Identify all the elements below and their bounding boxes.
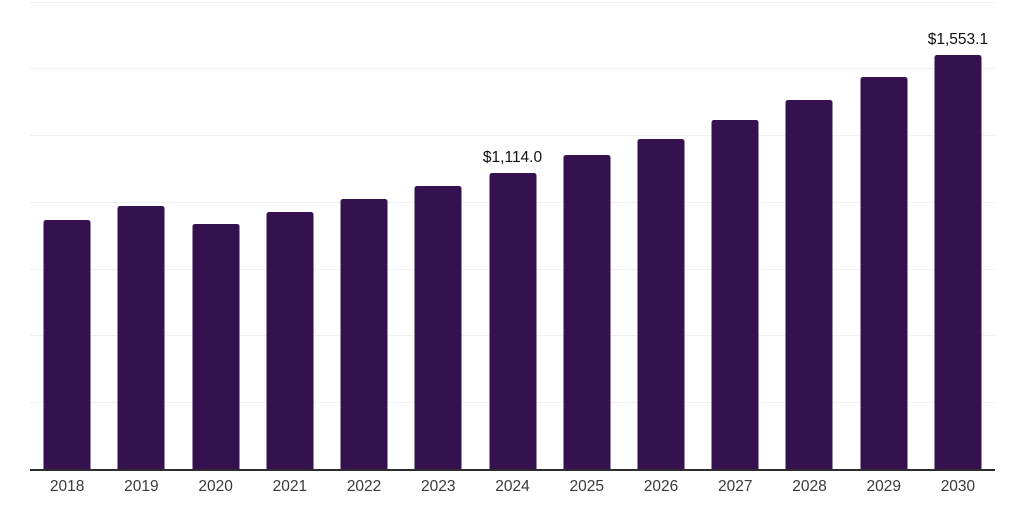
gridline-1500 — [30, 68, 995, 70]
bar-slot-2022 — [327, 0, 401, 470]
x-tick-label-2021: 2021 — [272, 478, 308, 495]
bar-slot-2021 — [253, 0, 327, 470]
bar-2023 — [414, 186, 462, 470]
x-tick-label-2018: 2018 — [49, 478, 85, 495]
x-tick-label-2028: 2028 — [792, 478, 827, 495]
bar-slot-2027 — [698, 0, 772, 470]
value-label-2030: $1,553.1 — [927, 31, 989, 49]
gridline-1750 — [30, 1, 995, 3]
bar-2018 — [43, 219, 91, 470]
value-label-2024: $1,114.0 — [482, 148, 543, 166]
x-tick-label-2030: 2030 — [940, 478, 976, 495]
x-tick-label-2024: 2024 — [495, 478, 530, 495]
bar-2021 — [266, 212, 314, 470]
bar-slot-2024: $1,114.0 — [475, 0, 549, 470]
bar-slot-2025 — [550, 0, 624, 470]
bar-2020 — [192, 224, 240, 470]
bar-2022 — [340, 199, 388, 470]
bar-2026 — [637, 139, 685, 470]
x-tick-label-2026: 2026 — [643, 478, 679, 495]
bar-2025 — [563, 155, 611, 470]
bar-slot-2018 — [30, 0, 104, 470]
x-tick-label-2029: 2029 — [866, 478, 901, 495]
bar-2027 — [711, 120, 759, 470]
x-tick-label-2019: 2019 — [124, 478, 159, 495]
x-tick-label-2025: 2025 — [569, 478, 604, 495]
plot-area: $1,114.0 $1,553.1 — [30, 0, 995, 471]
bar-slot-2030: $1,553.1 — [921, 0, 995, 470]
bar-slot-2026 — [624, 0, 698, 470]
bar-2028 — [785, 99, 833, 470]
bar-slot-2020 — [178, 0, 252, 470]
x-tick-label-2023: 2023 — [421, 478, 456, 495]
bar-2029 — [860, 76, 908, 470]
bar-slot-2023 — [401, 0, 475, 470]
bar-2030 — [934, 55, 982, 470]
x-axis-line — [30, 469, 995, 471]
bars-row: $1,114.0 $1,553.1 — [30, 0, 995, 470]
bar-slot-2029 — [847, 0, 921, 470]
x-tick-label-2027: 2027 — [717, 478, 753, 495]
x-tick-label-2022: 2022 — [346, 478, 382, 495]
bar-2019 — [117, 206, 165, 470]
x-axis-tick-labels: 2018 2019 2020 2021 2022 2023 2024 2025 2026 2027… — [30, 478, 995, 496]
bar-2024 — [489, 172, 537, 470]
bar-slot-2019 — [104, 0, 178, 470]
gridline-1250 — [30, 135, 995, 137]
bar-slot-2028 — [772, 0, 846, 470]
x-tick-label-2020: 2020 — [198, 478, 233, 495]
